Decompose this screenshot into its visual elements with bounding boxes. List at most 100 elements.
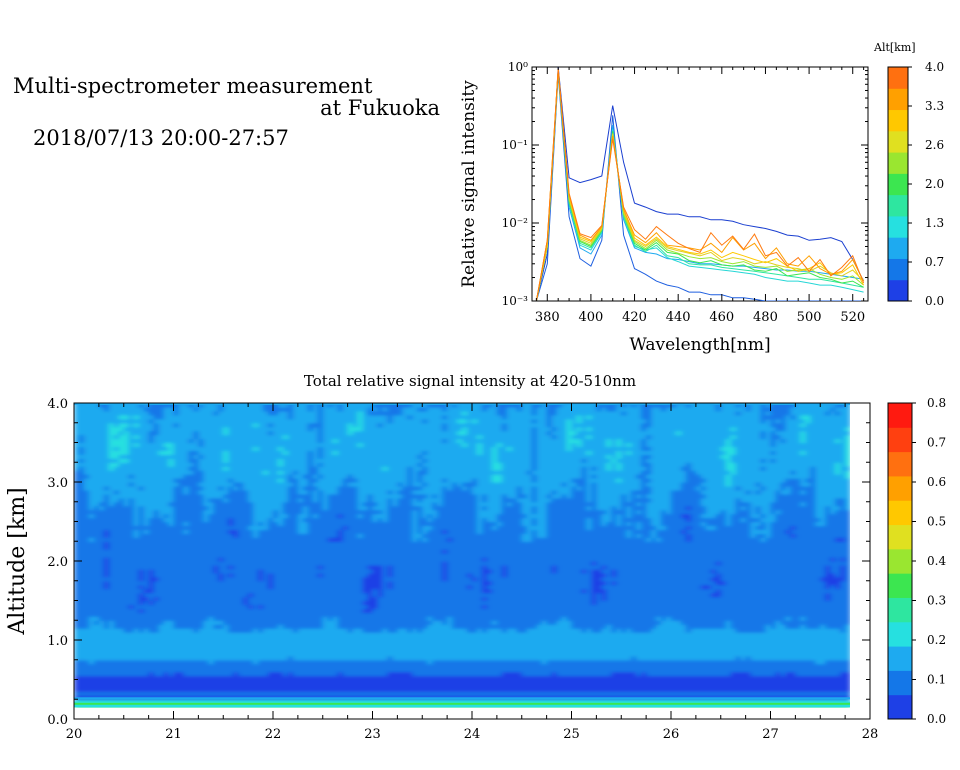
heatmap-cell: [561, 584, 568, 590]
heatmap-cell: [661, 640, 667, 645]
heatmap-cell: [223, 675, 229, 681]
heatmap-cell: [556, 679, 563, 685]
heatmap-cell: [840, 632, 846, 637]
heatmap-cell: [432, 632, 438, 637]
heatmap-cell: [118, 679, 125, 685]
heatmap-cell: [223, 663, 229, 669]
heatmap-cell: [108, 663, 115, 669]
heatmap-cell: [163, 675, 170, 681]
heatmap-cell: [347, 612, 354, 617]
heatmap-cell: [611, 655, 617, 661]
heatmap-cell: [193, 687, 199, 692]
heatmap-cell: [591, 691, 597, 696]
heatmap-cell: [690, 608, 697, 613]
heatmap-cell: [93, 675, 100, 681]
heatmap-cell: [526, 667, 533, 673]
heatmap-cell: [526, 679, 533, 685]
heatmap-cell: [357, 604, 364, 609]
heatmap-cell: [168, 675, 175, 681]
heatmap-cell: [501, 675, 508, 681]
heatmap-cell: [735, 651, 742, 657]
heatmap-cell: [755, 679, 762, 685]
heatmap-cell: [825, 628, 831, 633]
heatmap-cell: [153, 624, 160, 629]
heatmap-cell: [392, 651, 398, 657]
heatmap-cell: [442, 691, 448, 696]
heatmap-cell: [680, 663, 687, 669]
heatmap-cell: [636, 640, 642, 645]
heatmap-cell: [457, 592, 463, 598]
heatmap-cell: [223, 683, 229, 688]
heatmap-cell: [422, 671, 428, 677]
heatmap-cell: [561, 604, 568, 609]
heatmap-cell: [586, 643, 592, 649]
heatmap-cell: [591, 699, 597, 704]
heatmap-cell: [521, 699, 528, 704]
heatmap-cell: [292, 683, 299, 688]
heatmap-cell: [307, 620, 314, 625]
heatmap-cell: [292, 691, 299, 696]
heatmap-cell: [302, 675, 309, 681]
heatmap-cell: [437, 671, 443, 677]
heatmap-cell: [675, 655, 682, 661]
heatmap-cell: [695, 584, 702, 590]
heatmap-cell: [377, 640, 384, 645]
heatmap-cell: [521, 600, 528, 606]
heatmap-cell: [486, 624, 493, 629]
heatmap-cell: [601, 620, 607, 625]
heatmap-cell: [93, 683, 100, 688]
heatmap-cell: [651, 659, 657, 665]
heatmap-cell: [631, 691, 637, 696]
heatmap-cell: [541, 683, 548, 688]
heatmap-cell: [103, 651, 110, 657]
heatmap-cell: [775, 679, 782, 685]
heatmap-cell: [521, 659, 528, 665]
heatmap-cell: [332, 612, 339, 617]
heatmap-cell: [740, 651, 747, 657]
heatmap-cell: [437, 655, 443, 661]
heatmap-cell: [312, 588, 319, 594]
heatmap-cell: [551, 651, 558, 657]
heatmap-cell: [486, 679, 493, 685]
heatmap-cell: [566, 588, 573, 594]
heatmap-cell: [193, 600, 199, 606]
heatmap-cell: [223, 687, 229, 692]
heatmap-cell: [342, 671, 349, 677]
heatmap-cell: [531, 628, 538, 633]
heatmap-cell: [476, 667, 483, 673]
heatmap-chart: Total relative signal intensity at 420-5…: [5, 372, 946, 742]
heatmap-cell: [253, 647, 259, 653]
heatmap-cell: [402, 651, 408, 657]
heatmap-cell: [442, 683, 448, 688]
heatmap-cell: [815, 608, 821, 613]
heatmap-cell: [392, 671, 398, 677]
heatmap-cell: [457, 588, 463, 594]
heatmap-cell: [93, 691, 100, 696]
heatmap-cell: [268, 659, 274, 665]
heatmap-cell: [407, 651, 413, 657]
heatmap-cell: [228, 632, 234, 637]
heatmap-cell: [521, 604, 528, 609]
heatmap-cell: [571, 651, 578, 657]
heatmap-cell: [168, 643, 175, 649]
heatmap-cell: [765, 679, 772, 685]
heatmap-cell: [198, 683, 204, 688]
heatmap-cell: [402, 600, 408, 606]
heatmap-cell: [830, 620, 836, 625]
heatmap-cell: [213, 628, 219, 633]
heatmap-cell: [118, 592, 125, 598]
heatmap-cell: [74, 679, 80, 685]
heatmap-cell: [317, 596, 324, 602]
heatmap-cell: [606, 628, 612, 633]
heatmap-cell: [277, 588, 284, 594]
heatmap-cell: [198, 671, 204, 677]
page-title-line1: Multi-spectrometer measurement: [13, 74, 373, 98]
heatmap-cell: [800, 691, 806, 696]
heatmap-cell: [138, 691, 145, 696]
heatmap-cell: [357, 675, 364, 681]
heatmap-cell: [715, 640, 722, 645]
heatmap-cell: [675, 659, 682, 665]
heatmap-cell: [725, 651, 732, 657]
heatmap-cell: [317, 620, 324, 625]
heatmap-cell: [292, 651, 299, 657]
